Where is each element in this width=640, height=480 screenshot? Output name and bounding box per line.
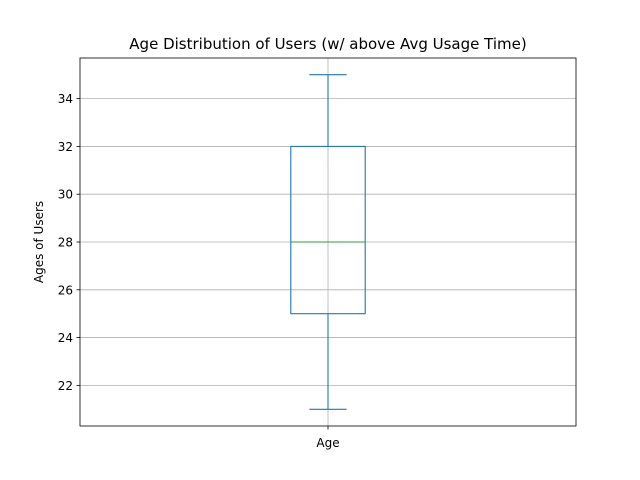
x-tick-label: Age xyxy=(316,436,339,450)
y-tick-label: 32 xyxy=(58,140,73,154)
y-tick-label: 26 xyxy=(58,283,73,297)
axis-layer: 22 24 26 28 30 32 34 Age xyxy=(58,92,340,450)
y-tick-label: 24 xyxy=(58,331,73,345)
iqr-box xyxy=(290,145,366,315)
y-tick-label: 28 xyxy=(58,236,73,250)
plot-frame xyxy=(79,57,577,427)
y-tick-label: 22 xyxy=(58,379,73,393)
y-tick-label: 34 xyxy=(58,92,73,106)
y-tick-label: 30 xyxy=(58,188,73,202)
chart-title: Age Distribution of Users (w/ above Avg … xyxy=(129,35,526,53)
y-axis-label: Ages of Users xyxy=(32,201,46,283)
box-layer xyxy=(290,74,366,410)
